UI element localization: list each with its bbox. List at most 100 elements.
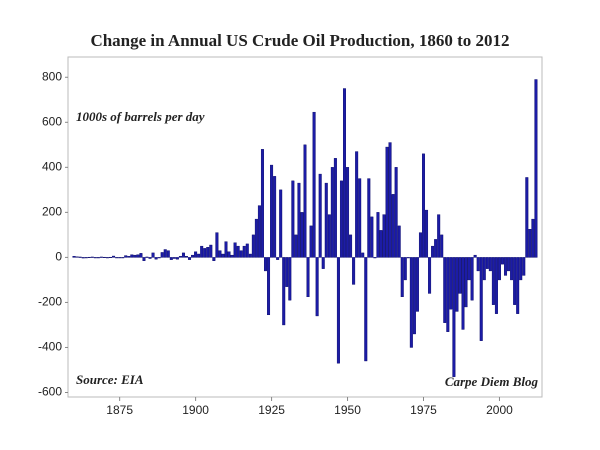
bar — [300, 212, 304, 258]
bar — [385, 146, 389, 258]
bar — [376, 212, 380, 258]
bar — [494, 257, 498, 314]
annotation: Source: EIA — [76, 372, 144, 387]
bar — [233, 242, 237, 258]
bar — [361, 252, 365, 258]
bar — [522, 257, 526, 276]
bar — [507, 257, 511, 272]
bar — [139, 253, 143, 258]
bar — [367, 178, 371, 258]
bar — [455, 257, 459, 312]
y-tick-label: -200 — [38, 295, 62, 309]
bar — [467, 257, 471, 281]
bar — [473, 254, 477, 258]
bar — [309, 225, 313, 258]
bar — [109, 256, 113, 258]
bar — [185, 256, 188, 258]
bar — [343, 88, 346, 258]
bar — [425, 209, 429, 258]
bar — [276, 257, 280, 260]
bar — [434, 239, 438, 258]
bar — [409, 257, 413, 348]
bar — [428, 257, 432, 294]
bar — [412, 257, 416, 335]
bar — [157, 257, 161, 259]
bar — [355, 151, 359, 258]
bar — [242, 245, 246, 258]
bar — [181, 252, 185, 258]
bar — [476, 257, 480, 272]
bar — [212, 257, 216, 261]
y-tick-label: 800 — [42, 69, 62, 83]
bar — [273, 176, 277, 258]
bar — [321, 257, 325, 269]
bar — [400, 257, 404, 298]
bar — [191, 254, 195, 258]
bar — [464, 257, 468, 308]
bar — [379, 230, 383, 258]
bar — [239, 250, 243, 258]
bar — [90, 256, 94, 258]
bar — [513, 257, 517, 305]
bar — [115, 257, 119, 259]
bar — [516, 257, 520, 314]
bar — [339, 180, 343, 258]
bar — [224, 241, 228, 258]
bar — [99, 256, 103, 258]
bar — [72, 256, 76, 258]
bar — [248, 253, 252, 258]
bar — [124, 255, 128, 258]
bar — [279, 189, 283, 258]
bar — [142, 257, 146, 261]
bar — [160, 252, 164, 258]
bar — [127, 256, 131, 258]
y-tick-label: 200 — [42, 205, 62, 219]
x-tick-label: 1975 — [410, 403, 437, 417]
bar — [206, 247, 210, 258]
bar — [391, 194, 395, 258]
x-tick-label: 2000 — [486, 403, 513, 417]
bar — [370, 216, 374, 258]
bar — [245, 243, 249, 258]
bar — [297, 182, 301, 258]
bar — [106, 257, 109, 259]
chart-title: Change in Annual US Crude Oil Production… — [90, 31, 509, 50]
bar — [458, 257, 462, 294]
bar — [519, 257, 523, 281]
bar — [254, 218, 258, 258]
bar — [78, 256, 82, 258]
bar — [285, 257, 289, 287]
x-tick-label: 1925 — [258, 403, 285, 417]
bar — [461, 257, 465, 330]
x-tick-label: 1950 — [334, 403, 361, 417]
bar — [267, 257, 271, 316]
bar — [491, 257, 495, 305]
bar — [194, 251, 198, 258]
bar — [260, 149, 264, 258]
bar — [504, 257, 508, 276]
x-tick-label: 1875 — [106, 403, 133, 417]
bar — [227, 251, 231, 258]
bar — [251, 234, 255, 258]
bar — [364, 257, 368, 362]
bar — [479, 257, 483, 341]
bar — [172, 257, 176, 259]
bar — [346, 167, 350, 258]
bar — [87, 256, 91, 258]
bar — [531, 218, 535, 258]
bar — [418, 232, 422, 258]
bar — [93, 257, 97, 259]
bar — [102, 256, 106, 258]
bar — [154, 257, 158, 260]
y-tick-label: -400 — [38, 340, 62, 354]
bar — [394, 167, 398, 258]
bar — [312, 111, 316, 258]
bar — [236, 245, 240, 258]
bar — [349, 234, 353, 258]
bar — [482, 257, 486, 281]
bar — [403, 257, 407, 281]
bar — [145, 256, 149, 258]
bar — [358, 178, 362, 258]
bar — [200, 245, 204, 258]
bar — [470, 257, 474, 301]
